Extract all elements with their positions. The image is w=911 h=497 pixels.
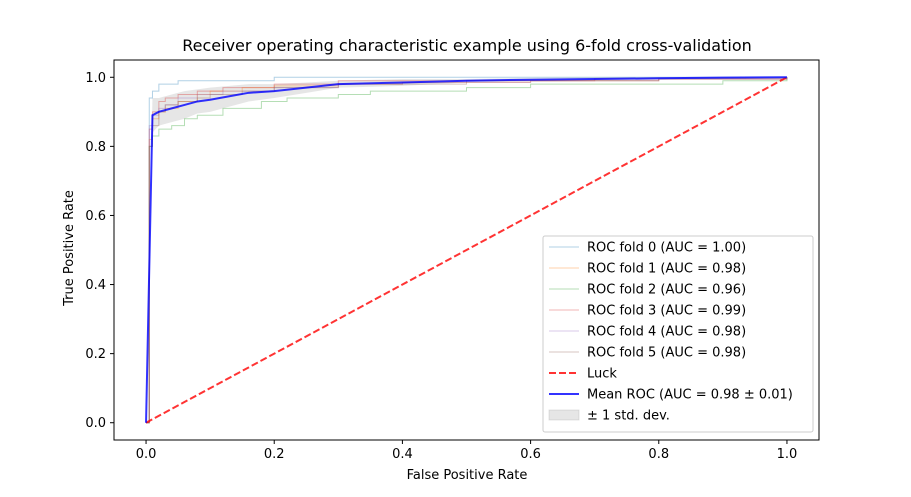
x-axis: 0.0 0.2 0.4 0.6 0.8 1.0 [136, 440, 798, 462]
mean-roc-line [145, 76, 787, 423]
legend-label: ROC fold 4 (AUC = 0.98) [587, 325, 746, 340]
x-tick-label: 0.2 [264, 447, 285, 462]
legend-label: Luck [587, 367, 617, 382]
y-axis-label: True Positive Rate [62, 190, 77, 307]
axes-frame [113, 59, 820, 441]
plot-area [113, 59, 820, 441]
roc-fold-1-line [146, 77, 788, 424]
legend-label: ROC fold 1 (AUC = 0.98) [587, 262, 746, 277]
legend-swatch-std-dev [548, 409, 580, 421]
legend-label: ROC fold 3 (AUC = 0.99) [587, 304, 746, 319]
legend-label: ROC fold 5 (AUC = 0.98) [587, 346, 746, 361]
roc-fold-4-line [146, 77, 788, 424]
legend-box [542, 235, 814, 433]
chart-title: Receiver operating characteristic exampl… [182, 36, 752, 55]
roc-fold-2-line [146, 77, 788, 424]
legend-label: ± 1 std. dev. [587, 409, 670, 424]
y-tick-label: 0.4 [85, 278, 106, 293]
y-axis: 0.0 0.2 0.4 0.6 0.8 1.0 [85, 71, 114, 431]
legend-label: Mean ROC (AUC = 0.98 ± 0.01) [587, 388, 793, 403]
x-tick-label: 0.4 [392, 447, 413, 462]
x-axis-label: False Positive Rate [407, 468, 528, 483]
std-dev-band [146, 77, 787, 423]
x-tick-label: 1.0 [777, 447, 798, 462]
luck-line [145, 76, 788, 424]
legend-label: ROC fold 2 (AUC = 0.96) [587, 283, 746, 298]
roc-fold-0-line [146, 76, 787, 424]
y-tick-label: 0.6 [85, 209, 106, 224]
y-tick-label: 1.0 [85, 71, 106, 86]
x-tick-label: 0.0 [136, 447, 157, 462]
y-tick-label: 0.2 [85, 347, 106, 362]
y-tick-label: 0.8 [85, 140, 106, 155]
x-tick-label: 0.6 [520, 447, 541, 462]
x-tick-label: 0.8 [648, 447, 669, 462]
roc-fold-5-line [146, 77, 788, 424]
legend: ROC fold 0 (AUC = 1.00) ROC fold 1 (AUC =… [542, 235, 814, 433]
y-tick-label: 0.0 [85, 416, 106, 431]
legend-label: ROC fold 0 (AUC = 1.00) [587, 241, 746, 256]
